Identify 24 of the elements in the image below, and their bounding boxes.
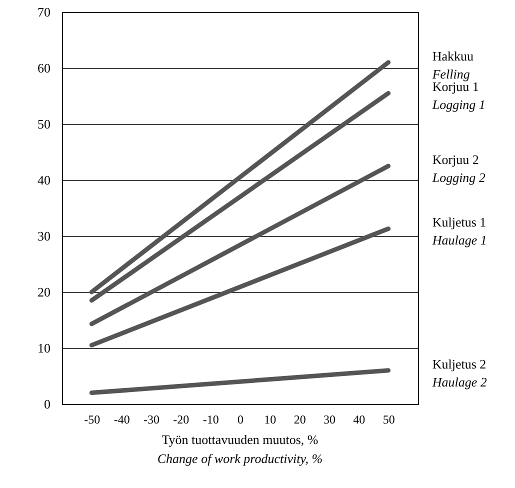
x-tick-label: -50 — [84, 412, 100, 426]
x-tick-label: 20 — [294, 412, 306, 426]
y-tick-label: 0 — [44, 396, 50, 412]
text: Korjuu 2 Logging 2 — [432, 152, 486, 185]
x-tick-label: 40 — [353, 412, 366, 426]
x-tick-label: 50 — [382, 412, 395, 426]
y-tick-label: 50 — [38, 116, 50, 132]
text: Kuljetus 2 Haulage 2 — [432, 356, 487, 390]
x-tick-label: -40 — [114, 412, 130, 426]
y-tick-label: 20 — [38, 284, 50, 300]
x-tick-label: 30 — [324, 412, 336, 426]
text: Kuljetus 1 Haulage 1 — [432, 214, 487, 248]
x-tick-label: -10 — [202, 412, 219, 426]
y-tick-label: 10 — [38, 340, 50, 356]
y-tick-label: 30 — [38, 228, 50, 244]
x-tick-label: 0 — [238, 412, 244, 426]
y-tick-label: 60 — [38, 60, 50, 76]
x-tick-label: -20 — [173, 412, 190, 426]
y-tick-label: 70 — [38, 4, 50, 20]
x-tick-label: 10 — [264, 412, 276, 426]
text: Hakkuu Felling — [432, 48, 474, 82]
y-tick-label: 40 — [38, 172, 50, 188]
x-tick-label: -30 — [144, 412, 160, 426]
text: Työn tuottavuuden muutos, % Change of work productivity, % — [157, 432, 323, 466]
